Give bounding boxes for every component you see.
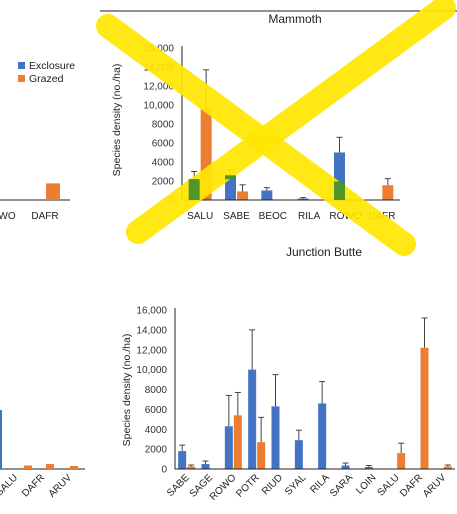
mammoth-y-tick-label: 6000: [152, 139, 175, 150]
left-top-dafr-grazed-bar: [46, 183, 60, 200]
strike-line-diagonal-up: [126, 0, 456, 244]
left-top-category-wo: WO: [0, 211, 16, 222]
legend-grazed-label: Grazed: [29, 73, 64, 85]
junction-butte-category-label-salu: SALU: [376, 472, 402, 498]
junction-butte-bar-syal-exclosure: [294, 440, 303, 469]
junction-butte-y-tick-label: 6000: [145, 405, 168, 416]
mammoth-bar-salu-grazed: [200, 108, 212, 200]
junction-butte-bar-potr-grazed: [257, 442, 266, 469]
junction-butte-category-label-rowo: ROWO: [208, 472, 239, 503]
junction-butte-bar-rowo-grazed: [233, 415, 242, 469]
junction-butte-bar-potr-exclosure: [248, 369, 257, 469]
mammoth-category-label-rila: RILA: [298, 211, 321, 222]
legend: Exclosure Grazed: [18, 60, 75, 85]
junction-butte-category-label-riud: RIUD: [260, 472, 285, 497]
junction-butte-y-tick-label: 4000: [145, 425, 168, 436]
mammoth-y-tick-label: 8000: [152, 120, 175, 131]
strike-overlap-tint: [334, 181, 345, 200]
junction-butte-bar-rowo-exclosure: [224, 426, 233, 469]
junction-butte-category-label-aruv: ARUV: [421, 472, 449, 500]
junction-butte-chart: Junction Butte Species density (no./ha) …: [121, 245, 455, 503]
left-top-partial-chart: WO DAFR: [0, 183, 70, 222]
left-bottom-grazed-bar: [70, 466, 78, 469]
junction-butte-bar-dafr-grazed: [420, 347, 429, 469]
junction-butte-category-label-potr: POTR: [234, 472, 261, 499]
mammoth-y-tick-label: 12,000: [143, 82, 174, 93]
strike-overlap-tint: [188, 179, 200, 200]
mammoth-category-label-sabe: SABE: [223, 211, 250, 222]
mammoth-bar-sabe-exclosure: [225, 175, 236, 200]
junction-butte-bar-sara-exclosure: [341, 465, 350, 469]
junction-butte-category-label-sara: SARA: [328, 472, 355, 499]
mammoth-y-tick-label: 2000: [152, 177, 175, 188]
mammoth-chart: Mammoth Species density (no./ha) 0200040…: [111, 12, 400, 222]
left-bottom-category-salu: SALU: [0, 472, 20, 498]
junction-butte-bar-riud-exclosure: [271, 406, 280, 469]
junction-butte-category-label-loin: LOIN: [354, 472, 378, 496]
junction-butte-y-tick-label: 14,000: [136, 325, 167, 336]
junction-butte-y-tick-label: 16,000: [136, 306, 167, 317]
legend-exclosure-swatch: [18, 62, 25, 69]
mammoth-category-label-rowo: ROWO: [329, 211, 361, 222]
left-bottom-grazed-bar: [24, 465, 32, 469]
junction-butte-category-label-dafr: DAFR: [398, 472, 425, 499]
mammoth-bar-sabe-grazed: [237, 191, 248, 200]
mammoth-bar-dafr-grazed: [382, 185, 394, 200]
junction-butte-bar-rila-exclosure: [318, 403, 327, 469]
junction-butte-category-label-sabe: SABE: [165, 472, 192, 499]
junction-butte-y-tick-label: 8000: [145, 385, 168, 396]
junction-butte-category-label-syal: SYAL: [283, 472, 309, 498]
mammoth-bar-rowo-exclosure: [334, 152, 345, 200]
strike-overlap-tint: [225, 175, 236, 180]
left-bottom-grazed-bar: [46, 464, 54, 469]
junction-butte-y-tick-label: 10,000: [136, 365, 167, 376]
left-bottom-partial-chart: SALU DAFR ARUV: [0, 410, 85, 500]
junction-butte-bar-sage-exclosure: [201, 464, 210, 469]
legend-exclosure-label: Exclosure: [29, 60, 75, 72]
junction-butte-y-tick-label: 12,000: [136, 345, 167, 356]
mammoth-bar-rila-exclosure: [297, 198, 309, 200]
junction-butte-chart-title: Junction Butte: [286, 245, 362, 259]
mammoth-category-label-salu: SALU: [187, 211, 213, 222]
mammoth-bar-beoc-exclosure: [261, 190, 273, 200]
left-bottom-category-aruv: ARUV: [47, 472, 75, 500]
mammoth-y-tick-label: 10,000: [143, 101, 174, 112]
mammoth-y-axis-label: Species density (no./ha): [111, 64, 123, 177]
left-bottom-edge-bar: [0, 410, 2, 469]
junction-butte-bar-salu-grazed: [397, 453, 406, 469]
mammoth-chart-title: Mammoth: [268, 12, 321, 26]
junction-butte-y-tick-label: 2000: [145, 445, 168, 456]
junction-butte-bar-sabe-exclosure: [178, 451, 187, 469]
left-top-category-dafr: DAFR: [31, 211, 58, 222]
junction-butte-y-axis-label: Species density (no./ha): [121, 334, 133, 447]
legend-grazed-swatch: [18, 75, 25, 82]
junction-butte-bar-loin-exclosure: [364, 467, 373, 469]
junction-butte-y-tick-label: 0: [161, 465, 167, 476]
mammoth-y-tick-label: 4000: [152, 158, 175, 169]
junction-butte-bar-sabe-grazed: [187, 466, 196, 469]
left-bottom-category-dafr: DAFR: [20, 472, 47, 499]
junction-butte-bar-aruv-grazed: [443, 466, 452, 469]
mammoth-category-label-beoc: BEOC: [259, 211, 287, 222]
